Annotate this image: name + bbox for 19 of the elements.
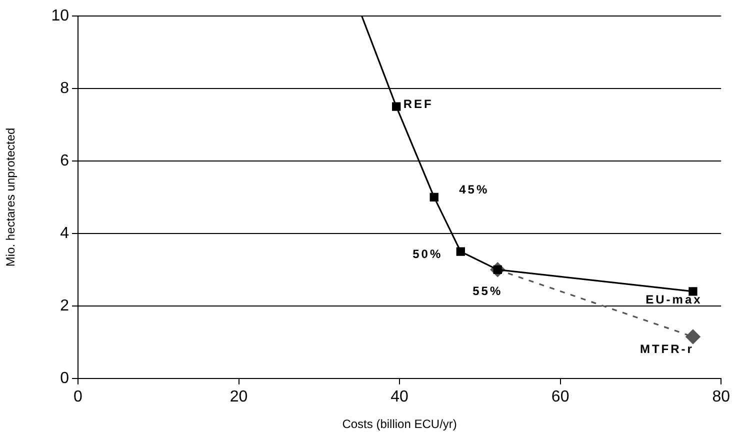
y-axis-title: Mio. hectares unprotected [4,128,18,267]
x-tick-label: 80 [712,388,730,406]
x-tick-label: 40 [390,388,409,406]
y-tick-label: 6 [60,152,70,170]
x-tick-label: 20 [230,388,248,406]
annotation: 55% [472,284,503,298]
y-tick-label: 0 [60,370,70,387]
annotation: MTFR-r [640,342,694,356]
annotation: 45% [459,182,490,197]
y-tick-label: 10 [51,7,70,24]
annotation: 50% [412,246,443,261]
annotation: EU-max [646,292,702,307]
x-tick-label: 0 [74,388,83,406]
annotation: REF [403,96,434,111]
x-axis-title: Costs (billion ECU/yr) [342,417,457,432]
y-tick-label: 2 [60,297,70,314]
y-tick-label: 4 [60,224,70,242]
x-tick-label: 60 [551,388,570,406]
y-tick-label: 8 [60,80,70,97]
